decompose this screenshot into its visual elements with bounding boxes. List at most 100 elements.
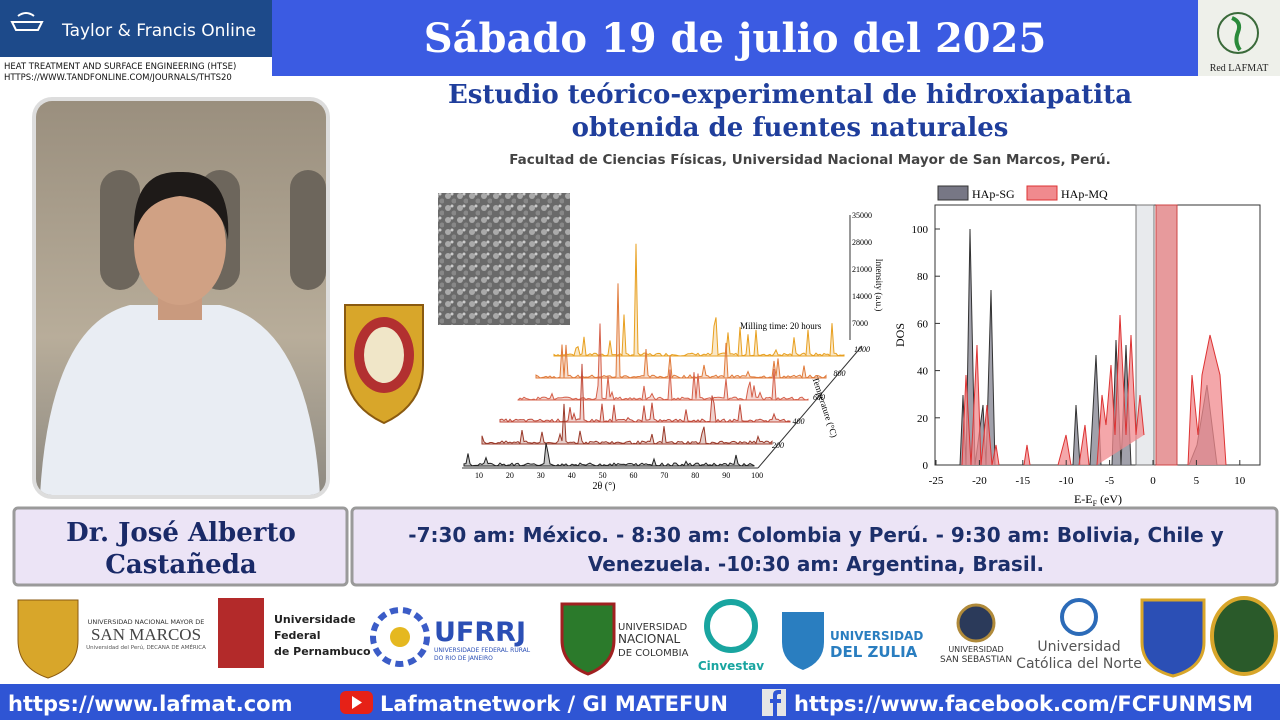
- xrd-intensity-label: Intensity (a.u.): [874, 259, 884, 312]
- dos-x-tick-label: 0: [1150, 475, 1156, 487]
- legend-swatch: [1026, 185, 1058, 201]
- unmsm-logo: [17, 599, 79, 679]
- shirt: [40, 305, 320, 495]
- dos-x-tick-label: -10: [1059, 475, 1074, 487]
- xrd-temperature-tick-label: 800: [834, 369, 846, 378]
- ucn-logo: [1060, 598, 1098, 636]
- logo-text: DO RIO DE JANEIRO: [434, 655, 493, 662]
- ufpe-logo: [218, 598, 264, 668]
- dos-x-tick-label: -5: [1105, 475, 1115, 487]
- journal-name: HEAT TREATMENT AND SURFACE ENGINEERING (…: [4, 62, 236, 72]
- logo-text: UNIVERSIDAD NACIONAL MAYOR DE: [88, 618, 205, 626]
- dos-x-tick-label: 5: [1194, 475, 1200, 487]
- logo-text: Universidad del Perú, DECANA DE AMÉRICA: [86, 643, 206, 651]
- logo-text: DEL ZULIA: [830, 643, 918, 661]
- brand-box: [0, 0, 272, 57]
- website[interactable]: https://www.lafmat.com: [8, 692, 292, 716]
- xrd-pattern: [481, 403, 773, 445]
- xrd-x-label: 2θ (°): [593, 481, 616, 492]
- speaker-name: Castañeda: [105, 550, 257, 580]
- dos-y-tick-label: 20: [917, 413, 929, 425]
- legend-label: HAp-SG: [972, 187, 1015, 201]
- xrd-x-tick-label: 90: [722, 471, 730, 480]
- youtube-channel[interactable]: Lafmatnetwork / GI MATEFUN: [380, 692, 728, 716]
- legend-label: HAp-MQ: [1061, 187, 1108, 201]
- logo-text: DE COLOMBIA: [618, 648, 689, 659]
- logo-text: Cinvestav: [698, 659, 764, 673]
- xrd-intensity-tick-label: 28000: [852, 238, 872, 247]
- logo-text: Federal: [274, 629, 320, 642]
- xrd-x-tick-label: 40: [568, 471, 576, 480]
- xrd-x-tick-label: 10: [475, 471, 483, 480]
- xrd-temperature-tick-label: 400: [793, 417, 805, 426]
- logo-text: Universidad: [1037, 639, 1120, 655]
- unmsm-emblem: [344, 304, 424, 425]
- logo-text: de Pernambuco: [274, 645, 371, 658]
- logo-seal: [1210, 596, 1278, 676]
- window: [100, 170, 140, 290]
- legend-swatch: [937, 185, 969, 201]
- logo-text: UFRRJ: [434, 617, 526, 648]
- logo-text: NACIONAL: [618, 632, 681, 646]
- facebook-page[interactable]: https://www.facebook.com/FCFUNMSM: [794, 692, 1253, 716]
- logo-text: Católica del Norte: [1016, 656, 1142, 672]
- xrd-x-tick-label: 30: [537, 471, 545, 480]
- brand-name: Taylor & Francis Online: [61, 21, 256, 41]
- event-date: Sábado 19 de julio del 2025: [424, 15, 1047, 62]
- logo-shield: [1140, 598, 1206, 678]
- dos-y-label: DOS: [893, 323, 907, 347]
- brand-icon: [10, 12, 44, 31]
- xrd-pattern: [499, 363, 791, 424]
- speaker-photo: [36, 101, 326, 495]
- xrd-x-tick-label: 70: [660, 471, 668, 480]
- ufrrj-logo-core: [390, 627, 410, 647]
- dos-chart: HAp-SG HAp-MQ DOS E-EF (eV) 020406080100…: [893, 185, 1261, 508]
- xrd-x-tick-label: 20: [506, 471, 514, 480]
- xrd-x-tick-label: 80: [691, 471, 699, 480]
- xrd-pattern: [553, 243, 845, 358]
- date-bar: [272, 0, 1198, 76]
- hair: [133, 171, 229, 240]
- youtube-play: [352, 696, 362, 709]
- xrd-pattern: [463, 443, 755, 467]
- window: [290, 170, 326, 290]
- xrd-intensity-tick-label: 21000: [852, 265, 872, 274]
- dos-y-tick-label: 80: [917, 271, 929, 283]
- dos-sg-curve: [959, 228, 1218, 466]
- unal-logo: [560, 602, 616, 676]
- cinvestav-logo: [704, 599, 758, 653]
- speaker-name: Dr. José Alberto: [66, 518, 296, 548]
- xrd-pattern: [517, 323, 809, 401]
- mq-gap: [1155, 204, 1178, 466]
- xrd-intensity-tick-label: 35000: [852, 211, 872, 220]
- xrd-depth-axis: [757, 345, 863, 469]
- logo-row: UNIVERSIDAD NACIONAL MAYOR DE SAN MARCOS…: [17, 596, 1278, 679]
- sem-image: [438, 193, 570, 325]
- xrd-intensity-tick-label: 14000: [852, 292, 872, 301]
- network-map: [1231, 16, 1242, 52]
- dos-x-label-sub: F: [1093, 499, 1098, 508]
- schedule-box: [350, 506, 1279, 587]
- xrd-note: Milling time: 20 hours: [740, 321, 822, 331]
- schedule-line: -7:30 am: México. - 8:30 am: Colombia y …: [408, 523, 1223, 547]
- ufrrj-logo: [370, 607, 430, 667]
- face: [134, 185, 226, 305]
- xrd-temperature-tick-label: 1000: [854, 345, 870, 354]
- dos-y-tick-label: 0: [923, 460, 929, 472]
- facebook-glyph: [770, 690, 781, 716]
- dos-y-tick-label: 40: [917, 366, 929, 378]
- xrd-pattern: [535, 283, 827, 379]
- talk-title-line: obtenida de fuentes naturales: [572, 113, 1009, 143]
- logo-text: UNIVERSIDADE FEDERAL RURAL: [434, 647, 531, 654]
- dos-x-label: E-EF (eV): [1074, 492, 1122, 508]
- logo-text: UNIVERSIDAD: [618, 622, 688, 633]
- journal-url: HTTPS://WWW.TANDFONLINE.COM/JOURNALS/THT…: [4, 73, 232, 83]
- xrd-temperature-tick-label: 600: [813, 393, 825, 402]
- xrd-temperature-label: Temperature (°C): [810, 375, 839, 438]
- dos-x-tick-label: -15: [1015, 475, 1030, 487]
- speaker-box: [12, 506, 349, 587]
- schedule-line: Venezuela. -10:30 am: Argentina, Brasil.: [588, 552, 1044, 576]
- logo-text: SAN SEBASTIAN: [940, 655, 1012, 665]
